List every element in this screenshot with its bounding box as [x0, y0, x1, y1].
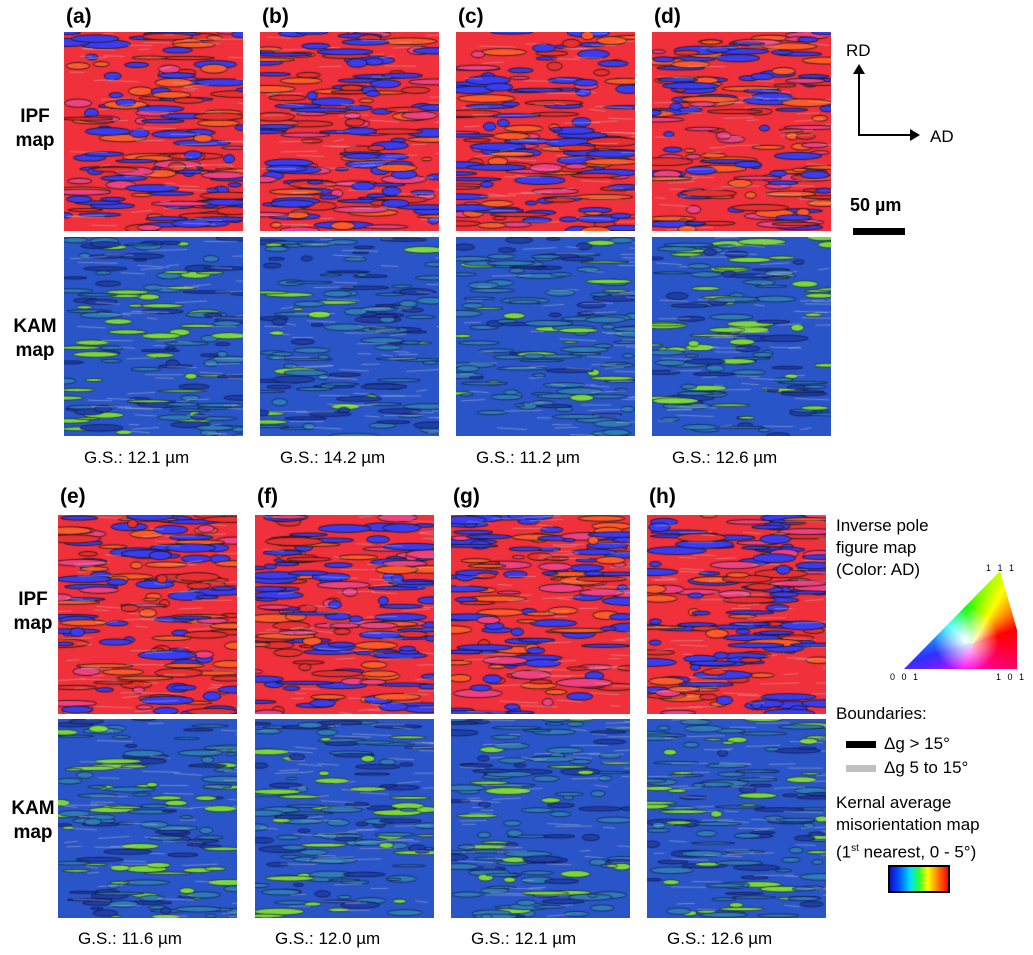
- row-label-kam: KAM map: [8, 797, 58, 845]
- row-label-line: map: [15, 340, 55, 361]
- row-label-kam: KAM map: [10, 315, 60, 363]
- ipf-color-triangle: [904, 571, 1017, 669]
- panel-label: (f): [257, 485, 278, 508]
- panel-label: (b): [262, 5, 289, 28]
- ipf-map-image: [58, 515, 237, 714]
- kam-map-image: [64, 237, 243, 436]
- panel-label: (h): [649, 485, 676, 508]
- grain-size-label: G.S.: 12.6 µm: [667, 929, 773, 948]
- grain-size-label: G.S.: 12.1 µm: [471, 929, 577, 948]
- row-label-line: KAM: [11, 798, 55, 819]
- rd-label: RD: [846, 41, 871, 60]
- rd-arrow-shaft: [858, 70, 860, 135]
- grain-size-label: G.S.: 11.2 µm: [476, 448, 580, 467]
- grain-size-label: G.S.: 14.2 µm: [280, 448, 386, 467]
- scale-bar-label: 50 µm: [850, 195, 902, 215]
- kam-map-image: [58, 719, 237, 918]
- ipf-map-image: [647, 515, 826, 714]
- grain-size-label: G.S.: 12.6 µm: [672, 448, 778, 467]
- kam-legend-title: (1st nearest, 0 - 5°): [836, 838, 976, 864]
- kam-legend-title: Kernal average: [836, 793, 952, 812]
- ipf-legend-title: figure map: [836, 538, 917, 557]
- grain-size-label: G.S.: 12.0 µm: [275, 929, 381, 948]
- row-label-line: map: [13, 822, 53, 843]
- high-angle-label: Δg > 15°: [884, 734, 950, 753]
- panel-label: (d): [654, 5, 681, 28]
- row-label-line: IPF: [18, 589, 48, 610]
- row-label-line: KAM: [13, 316, 57, 337]
- ad-arrowhead-icon: [910, 129, 920, 141]
- ipf-legend-title: (Color: AD): [836, 560, 921, 579]
- ad-arrow-shaft: [858, 134, 912, 136]
- low-angle-label: Δg 5 to 15°: [884, 758, 969, 777]
- row-label-ipf: IPF map: [10, 105, 60, 153]
- high-angle-swatch: [846, 741, 876, 748]
- kam-legend-title: misorientation map: [836, 815, 980, 834]
- t: st: [851, 843, 859, 854]
- row-label-line: map: [15, 130, 55, 151]
- rd-arrowhead-icon: [853, 64, 865, 74]
- grain-size-label: G.S.: 11.6 µm: [78, 929, 182, 948]
- boundaries-title: Boundaries:: [836, 704, 927, 723]
- kam-map-image: [652, 237, 831, 436]
- ipf-legend-title: Inverse pole: [836, 516, 929, 535]
- ipf-map-image: [456, 32, 635, 231]
- kam-map-image: [647, 719, 826, 918]
- corner-101-label: 1 0 1: [996, 672, 1027, 682]
- t: (1: [836, 842, 852, 862]
- ipf-map-image: [451, 515, 630, 714]
- kam-map-image: [456, 237, 635, 436]
- corner-111-label: 1 1 1: [986, 563, 1017, 573]
- corner-001-label: 0 0 1: [890, 672, 921, 682]
- t: nearest, 0 - 5°): [858, 842, 977, 862]
- kam-map-image: [451, 719, 630, 918]
- low-angle-swatch: [846, 765, 876, 772]
- ipf-map-image: [64, 32, 243, 231]
- kam-colorbar: [888, 865, 950, 893]
- panel-label: (e): [60, 485, 86, 508]
- row-label-line: map: [13, 613, 53, 634]
- panel-label: (g): [453, 485, 480, 508]
- panel-label: (c): [458, 5, 484, 28]
- row-label-line: IPF: [20, 106, 50, 127]
- kam-map-image: [255, 719, 434, 918]
- ad-label: AD: [930, 127, 954, 146]
- ipf-map-image: [255, 515, 434, 714]
- grain-size-label: G.S.: 12.1 µm: [84, 448, 190, 467]
- scale-bar: [853, 228, 905, 235]
- row-label-ipf: IPF map: [8, 588, 58, 636]
- ipf-map-image: [652, 32, 831, 231]
- panel-label: (a): [66, 5, 92, 28]
- kam-map-image: [260, 237, 439, 436]
- ipf-map-image: [260, 32, 439, 231]
